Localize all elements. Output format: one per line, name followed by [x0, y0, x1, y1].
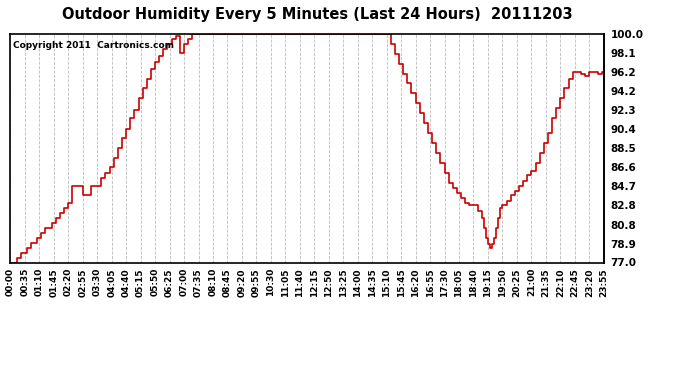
Text: Copyright 2011  Cartronics.com: Copyright 2011 Cartronics.com [13, 40, 175, 50]
Text: Outdoor Humidity Every 5 Minutes (Last 24 Hours)  20111203: Outdoor Humidity Every 5 Minutes (Last 2… [62, 8, 573, 22]
